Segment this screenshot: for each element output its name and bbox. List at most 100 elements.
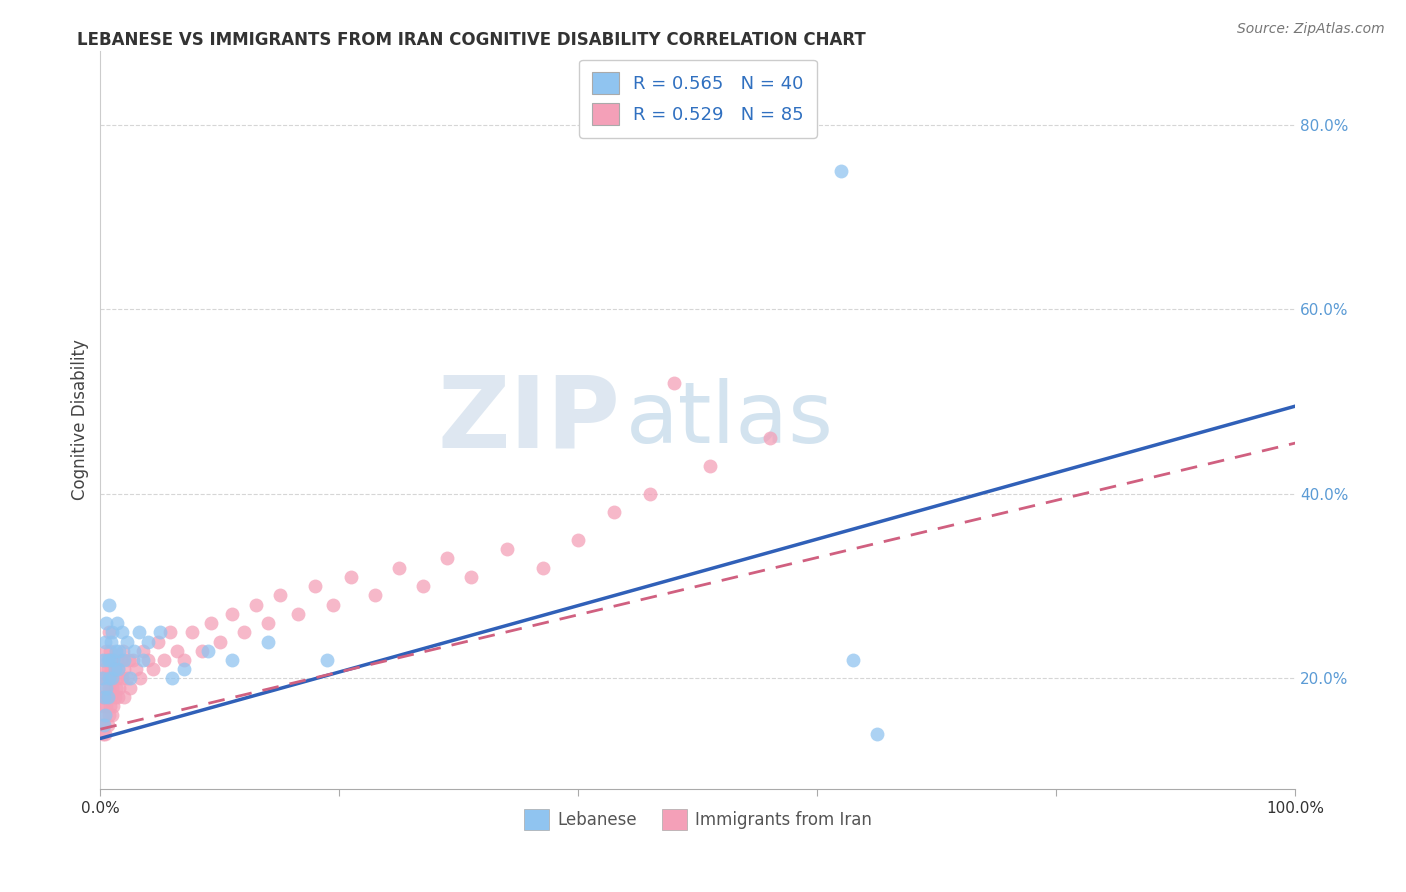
Point: [104, 644, 127, 658]
Point: [531, 560, 554, 574]
Point: [96, 662, 118, 676]
Point: [91, 727, 114, 741]
Point: [120, 672, 142, 686]
Point: [96, 690, 118, 704]
Point: [122, 644, 145, 658]
Point: [94, 653, 117, 667]
Point: [101, 653, 124, 667]
Point: [136, 653, 159, 667]
Point: [100, 662, 122, 676]
Point: [388, 560, 411, 574]
Point: [97, 653, 120, 667]
Point: [97, 625, 120, 640]
Point: [830, 163, 852, 178]
Point: [191, 644, 214, 658]
Point: [120, 681, 142, 695]
Point: [98, 644, 121, 658]
Text: atlas: atlas: [626, 378, 834, 461]
Point: [100, 690, 122, 704]
Point: [98, 672, 121, 686]
Point: [93, 690, 115, 704]
Point: [90, 717, 112, 731]
Point: [93, 717, 115, 731]
Text: ZIP: ZIP: [437, 371, 620, 468]
Point: [98, 653, 121, 667]
Point: [93, 717, 115, 731]
Point: [94, 727, 117, 741]
Point: [104, 681, 127, 695]
Point: [159, 625, 181, 640]
Point: [94, 708, 117, 723]
Point: [662, 376, 685, 390]
Point: [166, 644, 188, 658]
Point: [94, 708, 117, 723]
Point: [104, 653, 127, 667]
Point: [160, 672, 183, 686]
Point: [93, 690, 115, 704]
Point: [304, 579, 326, 593]
Point: [125, 662, 148, 676]
Point: [108, 681, 131, 695]
Point: [340, 570, 363, 584]
Point: [105, 615, 128, 630]
Point: [108, 644, 131, 658]
Point: [101, 625, 124, 640]
Point: [567, 533, 589, 547]
Point: [322, 598, 344, 612]
Point: [412, 579, 434, 593]
Point: [232, 625, 254, 640]
Point: [103, 699, 125, 714]
Point: [96, 690, 118, 704]
Point: [96, 672, 118, 686]
Point: [866, 727, 889, 741]
Point: [97, 708, 120, 723]
Point: [104, 662, 127, 676]
Point: [460, 570, 482, 584]
Point: [90, 690, 112, 704]
Point: [142, 662, 165, 676]
Point: [105, 672, 128, 686]
Point: [96, 681, 118, 695]
Point: [101, 708, 124, 723]
Point: [603, 505, 626, 519]
Point: [91, 672, 114, 686]
Point: [96, 615, 118, 630]
Point: [121, 653, 143, 667]
Point: [128, 625, 150, 640]
Point: [287, 607, 309, 621]
Point: [103, 672, 125, 686]
Legend: Lebanese, Immigrants from Iran: Lebanese, Immigrants from Iran: [517, 803, 879, 837]
Point: [221, 653, 243, 667]
Point: [94, 681, 117, 695]
Point: [96, 717, 118, 731]
Point: [118, 653, 141, 667]
Point: [699, 459, 721, 474]
Point: [758, 431, 780, 445]
Point: [101, 681, 124, 695]
Point: [100, 634, 122, 648]
Point: [112, 644, 135, 658]
Point: [97, 598, 120, 612]
Point: [316, 653, 339, 667]
Point: [149, 625, 172, 640]
Point: [842, 653, 865, 667]
Point: [101, 672, 124, 686]
Point: [104, 690, 127, 704]
Point: [146, 634, 169, 648]
Point: [245, 598, 267, 612]
Point: [93, 662, 115, 676]
Y-axis label: Cognitive Disability: Cognitive Disability: [72, 340, 89, 500]
Point: [112, 662, 135, 676]
Point: [112, 690, 135, 704]
Point: [132, 644, 155, 658]
Point: [208, 634, 231, 648]
Point: [103, 653, 125, 667]
Point: [181, 625, 204, 640]
Point: [91, 653, 114, 667]
Point: [98, 699, 121, 714]
Point: [256, 634, 278, 648]
Point: [152, 653, 174, 667]
Point: [200, 615, 222, 630]
Point: [173, 662, 195, 676]
Point: [91, 699, 114, 714]
